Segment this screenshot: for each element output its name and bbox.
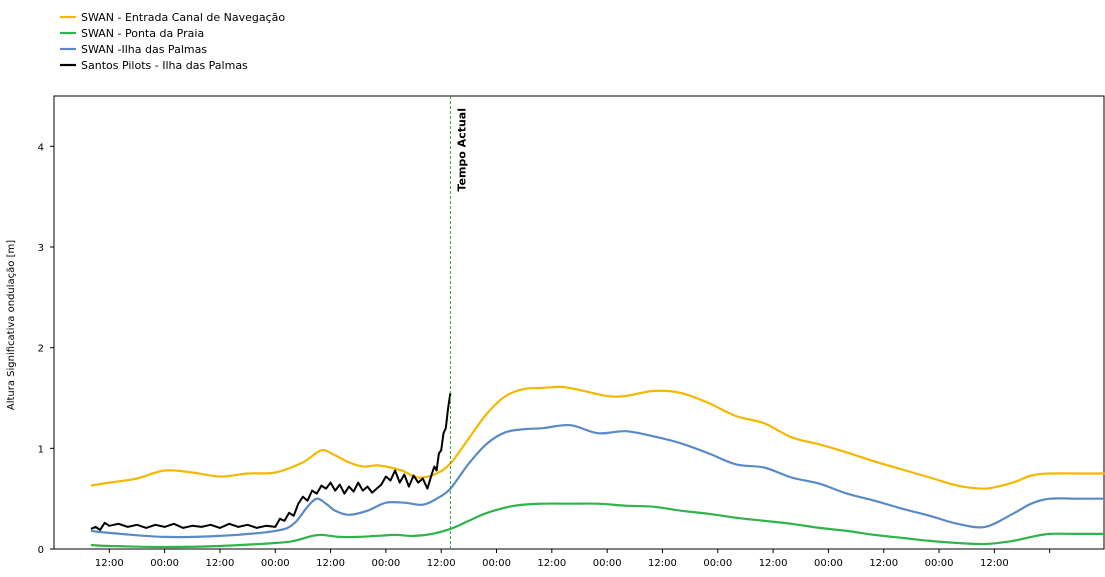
x-tick-label: 12:00: [759, 558, 788, 569]
x-tick-label: 00:00: [261, 558, 290, 569]
x-tick-label: 00:00: [150, 558, 179, 569]
x-tick-label: 12:00: [537, 558, 566, 569]
series-layer: [90, 385, 1105, 549]
legend-label: SWAN -Ilha das Palmas: [81, 43, 207, 56]
x-tick-label: 12:00: [980, 558, 1009, 569]
axes: 0 1 2 3 4 12:00 00:00 12:00 00:00 12:00 00:00 12:00…: [38, 142, 1051, 569]
y-axis-label: Altura Significativa ondulação [m]: [6, 240, 17, 410]
legend-label: Santos Pilots - Ilha das Palmas: [81, 59, 248, 72]
x-tick-label: 00:00: [703, 558, 732, 569]
x-tick-label: 00:00: [814, 558, 843, 569]
legend-label: SWAN - Ponta da Praia: [81, 27, 204, 40]
y-tick-label: 1: [38, 444, 44, 455]
legend-label: SWAN - Entrada Canal de Navegação: [81, 11, 285, 24]
x-tick-label: 00:00: [925, 558, 954, 569]
x-tick-label: 12:00: [427, 558, 456, 569]
current-time-marker: Tempo Actual: [449, 96, 468, 549]
x-tick-label: 12:00: [869, 558, 898, 569]
series-line-1: [90, 385, 1105, 490]
x-tick-label: 00:00: [482, 558, 511, 569]
x-tick-label: 12:00: [95, 558, 124, 569]
x-tick-label: 00:00: [593, 558, 622, 569]
y-tick-label: 3: [38, 243, 44, 254]
legend: SWAN - Entrada Canal de Navegação SWAN - …: [60, 11, 285, 72]
x-tick-label: 00:00: [371, 558, 400, 569]
x-tick-label: 12:00: [316, 558, 345, 569]
plot-frame: [53, 95, 1105, 550]
plot-border: [53, 95, 1105, 550]
x-tick-label: 12:00: [206, 558, 235, 569]
x-tick-label: 12:00: [648, 558, 677, 569]
current-time-label: Tempo Actual: [455, 108, 468, 192]
y-tick-label: 2: [38, 344, 44, 355]
y-tick-label: 0: [38, 545, 44, 556]
series-line-4: [90, 392, 452, 531]
series-line-2: [90, 502, 1105, 549]
y-tick-label: 4: [38, 142, 44, 153]
series-line-3: [90, 423, 1105, 539]
